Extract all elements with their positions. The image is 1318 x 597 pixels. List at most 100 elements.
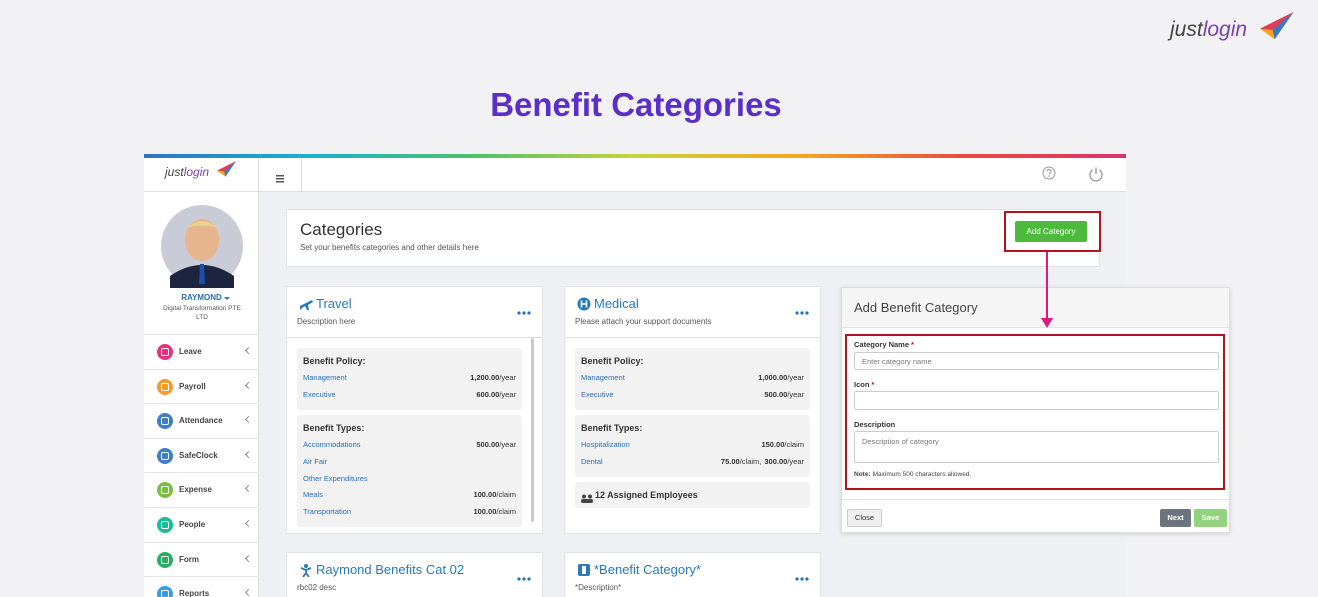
category-name-input[interactable]: Enter category name bbox=[854, 352, 1219, 370]
amount: 1,200.00 bbox=[470, 373, 500, 382]
amount: 75.00 bbox=[720, 456, 740, 466]
menu-icon-inner bbox=[161, 590, 169, 597]
logo-login: login bbox=[1202, 18, 1248, 41]
menu-icon-inner bbox=[161, 521, 169, 529]
row-label[interactable]: Other Expenditures bbox=[303, 473, 368, 483]
header-title: Categories bbox=[300, 220, 383, 239]
card-title: *Benefit Category* bbox=[594, 562, 701, 577]
rainbow-bar bbox=[144, 154, 1126, 158]
close-button[interactable]: Close bbox=[847, 509, 882, 527]
menu-item[interactable]: Payroll bbox=[144, 368, 259, 404]
modal-title: Add Benefit Category bbox=[854, 300, 978, 315]
card-icon bbox=[577, 563, 591, 577]
block-heading: Benefit Policy: bbox=[303, 356, 366, 366]
card-menu-dots bbox=[795, 302, 809, 315]
field-note: Note: Maximum 500 characters allowed. bbox=[854, 471, 971, 478]
card-menu-dots-svg bbox=[517, 577, 531, 581]
unit: /claim bbox=[496, 507, 516, 517]
row-label[interactable]: Executive bbox=[581, 389, 614, 399]
icon-input[interactable] bbox=[854, 391, 1219, 410]
required-mark: * bbox=[871, 380, 875, 389]
row-label[interactable]: Meals bbox=[303, 490, 324, 500]
user-name: RAYMOND bbox=[181, 293, 222, 302]
menu-label: People bbox=[179, 520, 206, 529]
amount: 600.00 bbox=[476, 389, 500, 399]
card-icon bbox=[299, 563, 313, 578]
row-label[interactable]: Hospitalization bbox=[581, 440, 630, 449]
menu-item[interactable]: Leave bbox=[144, 334, 259, 369]
save-button[interactable]: Save bbox=[1194, 509, 1227, 527]
unit: /claim bbox=[784, 440, 804, 449]
menu-icon-inner bbox=[161, 348, 169, 356]
menu-label: Form bbox=[179, 554, 199, 564]
menu-item[interactable]: People bbox=[144, 507, 259, 542]
menu-chevron bbox=[244, 450, 253, 458]
card-title: Raymond Benefits Cat 02 bbox=[316, 562, 465, 577]
page-title: Benefit Categories bbox=[490, 86, 782, 123]
menu-label: Attendance bbox=[179, 416, 223, 426]
employees-block: 12 Assigned Employees bbox=[575, 482, 810, 508]
description-input[interactable]: Description of category bbox=[854, 431, 1219, 463]
card-description: Please attach your support documents bbox=[575, 317, 712, 326]
label-text: Category Name bbox=[854, 340, 910, 349]
row-label[interactable]: Accommodations bbox=[303, 440, 361, 449]
add-category-button[interactable]: Add Category bbox=[1015, 221, 1087, 242]
info-block: Benefit Policy: Management 1,000.00/year Ex… bbox=[575, 348, 810, 410]
pointer-arrow-svg bbox=[1041, 252, 1053, 328]
row-label[interactable]: Air Fair bbox=[303, 456, 328, 466]
name-caret bbox=[224, 297, 230, 300]
row-value: 100.00/claim bbox=[473, 507, 516, 516]
row-value: 150.00/claim bbox=[761, 440, 804, 449]
user-company: Digital Transformation PTE LTD bbox=[163, 305, 241, 321]
menu-chevron bbox=[244, 485, 253, 493]
menu-icon-inner bbox=[161, 417, 169, 426]
menu-label: Leave bbox=[179, 347, 202, 356]
row-label[interactable]: Dental bbox=[581, 456, 603, 466]
amount: 100.00 bbox=[473, 507, 497, 517]
amount: 100.00 bbox=[473, 490, 497, 500]
logo: justlogin bbox=[165, 165, 249, 184]
card-menu-dots bbox=[517, 568, 531, 581]
card-icon-svg bbox=[578, 564, 590, 576]
info-block: Benefit Types: Hospitalization 150.00/clai… bbox=[575, 415, 810, 477]
highlight-box bbox=[1004, 211, 1101, 252]
logo: justlogin bbox=[1170, 18, 1317, 52]
menu-item[interactable]: Attendance bbox=[144, 403, 259, 438]
block-heading: Benefit Types: bbox=[581, 423, 643, 433]
avatar-svg bbox=[161, 205, 243, 288]
unit: /claim, bbox=[739, 456, 762, 466]
card-icon-svg bbox=[577, 297, 591, 311]
next-button[interactable]: Next bbox=[1160, 509, 1191, 527]
logo-just: just bbox=[1170, 18, 1203, 41]
info-block: Benefit Types: Accommodations 500.00/year A… bbox=[297, 415, 522, 527]
logo-plane bbox=[1260, 11, 1294, 41]
row-label[interactable]: Management bbox=[303, 373, 347, 382]
menu-item[interactable]: Form bbox=[144, 541, 259, 577]
field-label: Category Name * bbox=[854, 340, 914, 349]
unit: /year bbox=[787, 373, 804, 382]
row-value: 1,000.00/year bbox=[758, 373, 804, 382]
row-label[interactable]: Management bbox=[581, 373, 625, 382]
add-category-modal: Add Benefit Category Category Name * Enter … bbox=[841, 287, 1230, 533]
avatar bbox=[160, 204, 244, 288]
block-heading: Benefit Types: bbox=[303, 423, 365, 433]
card-menu-dots-svg bbox=[795, 311, 809, 315]
menu-chevron bbox=[244, 554, 253, 562]
help-icon-svg bbox=[1042, 166, 1056, 180]
modal-footer-line bbox=[842, 499, 1229, 500]
row-label[interactable]: Transportation bbox=[303, 507, 352, 517]
category-card: Raymond Benefits Cat 02 rbc02 desc bbox=[286, 552, 543, 597]
input-placeholder: Description of category bbox=[862, 437, 939, 446]
label-text: Description bbox=[854, 420, 896, 429]
logo-just: just bbox=[165, 165, 184, 179]
menu-label: Expense bbox=[179, 485, 212, 495]
note-text: Maximum 500 characters allowed. bbox=[872, 471, 972, 478]
menu-item[interactable]: Reports bbox=[144, 576, 259, 597]
menu-item[interactable]: Expense bbox=[144, 472, 259, 507]
row-value: 500.00/year bbox=[764, 390, 804, 399]
row-label[interactable]: Executive bbox=[303, 389, 336, 399]
note-bold: Note: bbox=[854, 471, 871, 478]
menu-item[interactable]: SafeClock bbox=[144, 437, 259, 473]
